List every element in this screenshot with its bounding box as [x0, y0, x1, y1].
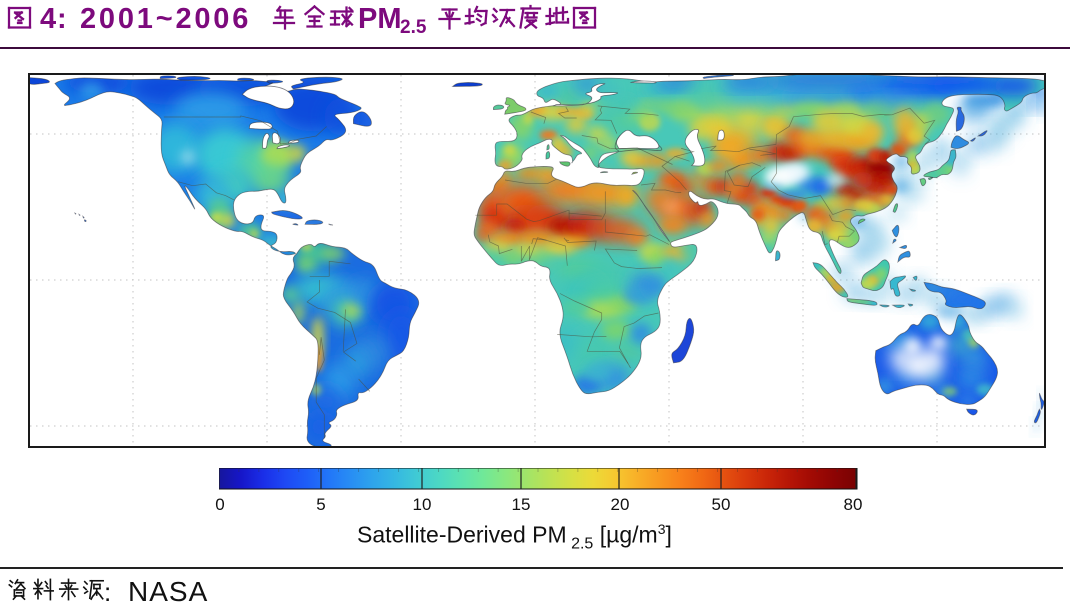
svg-text:4: 4	[40, 3, 59, 35]
svg-text:2.5: 2.5	[400, 17, 427, 38]
svg-text:PM: PM	[358, 3, 402, 35]
svg-text:NASA: NASA	[128, 576, 208, 607]
svg-text:2001~2006: 2001~2006	[80, 3, 251, 35]
svg-text::: :	[104, 577, 111, 607]
svg-text::: :	[57, 3, 67, 35]
